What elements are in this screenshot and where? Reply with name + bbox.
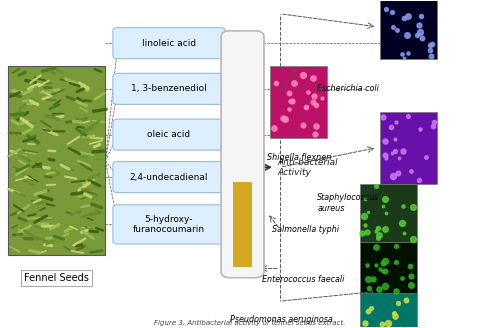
Text: 2,4-undecadienal: 2,4-undecadienal [130,173,208,182]
Bar [360,184,417,242]
Text: 1, 3-benzenediol: 1, 3-benzenediol [131,84,207,93]
Text: Escherichia coli: Escherichia coli [318,84,379,93]
FancyBboxPatch shape [221,31,264,278]
Text: Anti-bacterial
Activity: Anti-bacterial Activity [278,157,338,177]
Bar [380,0,437,59]
FancyBboxPatch shape [113,28,225,59]
Text: Fennel Seeds: Fennel Seeds [24,273,89,283]
Text: Enterococcus faecali: Enterococcus faecali [262,276,345,284]
FancyBboxPatch shape [113,162,225,193]
Text: Figure 3. Antibacterial activity of fennel seeds extract.: Figure 3. Antibacterial activity of fenn… [154,319,346,326]
FancyBboxPatch shape [113,73,225,104]
Bar [270,66,328,138]
Bar [360,242,417,295]
Bar [360,293,417,328]
FancyBboxPatch shape [113,119,225,150]
Text: oleic acid: oleic acid [148,130,190,139]
Bar [233,182,252,267]
FancyBboxPatch shape [113,205,225,244]
Bar [8,66,106,256]
Text: Salmonella typhi: Salmonella typhi [272,225,340,234]
Text: linoleic acid: linoleic acid [142,39,196,48]
Text: 5-hydroxy-
furanocoumarin: 5-hydroxy- furanocoumarin [133,215,205,234]
Bar [380,112,437,184]
Text: Staphylococcus
aureus: Staphylococcus aureus [318,194,380,213]
Text: Shigella flexneri: Shigella flexneri [268,153,332,162]
Text: Pseudomonas aeruginosa: Pseudomonas aeruginosa [230,315,333,324]
